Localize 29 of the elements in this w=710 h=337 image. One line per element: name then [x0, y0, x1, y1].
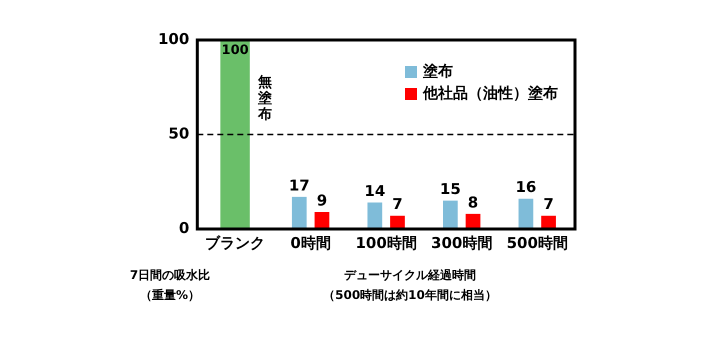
y-axis-title: 7日間の吸水比（重量%）	[128, 267, 212, 304]
bar	[367, 202, 382, 229]
data-label: 8	[468, 193, 478, 212]
legend-label: 他社品（油性）塗布	[422, 84, 558, 102]
bar	[443, 200, 458, 229]
data-label: 15	[440, 180, 461, 198]
x-tick-label: 0時間	[290, 234, 331, 252]
x-tick-label: 100時間	[356, 234, 417, 252]
bar	[220, 40, 250, 229]
x-tick-label: 300時間	[431, 234, 492, 252]
x-axis-title: デューサイクル経過時間（500時間は約10年間に相当）	[322, 267, 498, 304]
data-label: 16	[515, 178, 536, 196]
legend-label: 塗布	[422, 62, 453, 80]
series-label: 無塗布	[256, 74, 272, 123]
data-label: 17	[288, 176, 310, 194]
bar	[292, 196, 307, 229]
data-label: 7	[392, 195, 403, 214]
y-tick-label: 100	[158, 30, 190, 48]
data-label: 7	[543, 195, 554, 214]
x-tick-label: 500時間	[506, 234, 568, 252]
data-label: 100	[222, 42, 249, 58]
bar	[314, 212, 330, 229]
bar	[518, 198, 534, 229]
data-label: 9	[316, 191, 328, 210]
data-label: 14	[364, 182, 386, 200]
bar	[466, 214, 480, 229]
x-tick-label: ブランク	[205, 234, 266, 252]
y-tick-label: 50	[168, 124, 190, 142]
y-tick-label: 0	[178, 218, 190, 237]
